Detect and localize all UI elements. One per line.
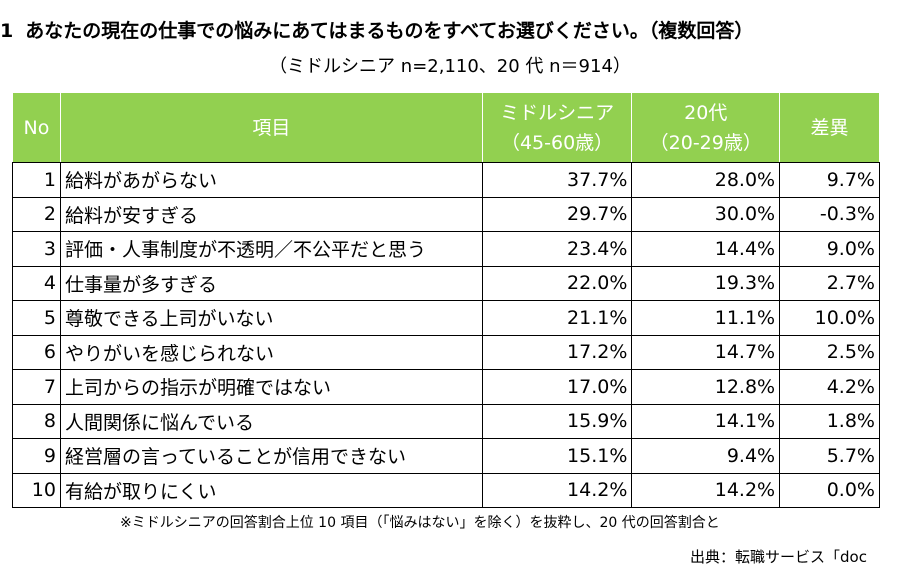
question-text: あなたの現在の仕事での悩みにあてはまるものをすべてお選びください。（複数回答） [25, 20, 754, 42]
value-cell: 21.1% [481, 300, 633, 336]
row-number: 5 [12, 300, 61, 336]
value-cell: 14.2% [481, 472, 633, 508]
value-cell: 2.5% [779, 334, 880, 370]
item-cell: 仕事量が多すぎる [59, 265, 483, 301]
item-cell: やりがいを感じられない [59, 334, 483, 370]
value-cell: 14.2% [631, 472, 781, 508]
header-line: 20代 [684, 101, 728, 124]
header-row: No 項目 ミドルシニア （45-60歳） 20代 （20-29歳） 差異 [12, 92, 880, 163]
source: 出典：転職サービス「doc [690, 548, 867, 566]
item-cell: 経営層の言っていることが信用できない [59, 438, 483, 474]
question-number: 1 [0, 20, 14, 42]
value-cell: 22.0% [481, 265, 633, 301]
item-cell: 給料があがらない [59, 162, 483, 198]
header-line: （45-60歳） [500, 131, 614, 154]
title: 1 あなたの現在の仕事での悩みにあてはまるものをすべてお選びください。（複数回答） [0, 16, 765, 43]
row-number: 2 [12, 196, 61, 232]
column-header: ミドルシニア （45-60歳） [481, 92, 633, 163]
row-number: 10 [12, 472, 61, 508]
value-cell: 9.0% [779, 231, 880, 267]
item-cell: 有給が取りにくい [59, 472, 483, 508]
table-row: 1 給料があがらない 37.7% 28.0% 9.7% [12, 162, 880, 198]
row-number: 9 [12, 438, 61, 474]
column-header: 項目 [59, 92, 483, 163]
value-cell: 29.7% [481, 196, 633, 232]
row-number: 3 [12, 231, 61, 267]
subtitle: （ミドルシニア n=2,110、20 代 n＝914） [269, 56, 631, 77]
column-header: 20代 （20-29歳） [631, 92, 781, 163]
value-cell: 15.1% [481, 438, 633, 474]
table-row: 8 人間関係に悩んでいる 15.9% 14.1% 1.8% [12, 403, 880, 439]
value-cell: 17.0% [481, 369, 633, 405]
row-number: 6 [12, 334, 61, 370]
row-number: 7 [12, 369, 61, 405]
table-row: 7 上司からの指示が明確ではない 17.0% 12.8% 4.2% [12, 369, 880, 405]
value-cell: 19.3% [631, 265, 781, 301]
value-cell: 1.8% [779, 403, 880, 439]
value-cell: 14.1% [631, 403, 781, 439]
header-line: 差異 [810, 116, 849, 139]
value-cell: 30.0% [631, 196, 781, 232]
value-cell: 10.0% [779, 300, 880, 336]
item-cell: 上司からの指示が明確ではない [59, 369, 483, 405]
value-cell: 15.9% [481, 403, 633, 439]
item-cell: 人間関係に悩んでいる [59, 403, 483, 439]
table-row: 10 有給が取りにくい 14.2% 14.2% 0.0% [12, 472, 880, 508]
value-cell: 0.0% [779, 472, 880, 508]
table-row: 6 やりがいを感じられない 17.2% 14.7% 2.5% [12, 334, 880, 370]
table-row: 5 尊敬できる上司がいない 21.1% 11.1% 10.0% [12, 300, 880, 336]
value-cell: -0.3% [779, 196, 880, 232]
value-cell: 37.7% [481, 162, 633, 198]
row-number: 4 [12, 265, 61, 301]
value-cell: 14.7% [631, 334, 781, 370]
row-number: 1 [12, 162, 61, 198]
item-cell: 給料が安すぎる [59, 196, 483, 232]
column-header: No [12, 92, 61, 163]
item-cell: 評価・人事制度が不透明／不公平だと思う [59, 231, 483, 267]
value-cell: 2.7% [779, 265, 880, 301]
header-line: ミドルシニア [500, 101, 615, 124]
footnote: ※ミドルシニアの回答割合上位 10 項目（「悩みはない」を除く）を抜粋し、20 … [120, 515, 720, 531]
value-cell: 9.7% [779, 162, 880, 198]
header-line: 項目 [252, 116, 291, 139]
table-row: 3 評価・人事制度が不透明／不公平だと思う 23.4% 14.4% 9.0% [12, 231, 880, 267]
value-cell: 9.4% [631, 438, 781, 474]
results-table: No 項目 ミドルシニア （45-60歳） 20代 （20-29歳） 差異 1 給料があがらな… [12, 92, 880, 508]
value-cell: 5.7% [779, 438, 880, 474]
column-header: 差異 [779, 92, 880, 163]
value-cell: 4.2% [779, 369, 880, 405]
value-cell: 23.4% [481, 231, 633, 267]
header-line: （20-29歳） [649, 131, 762, 154]
item-cell: 尊敬できる上司がいない [59, 300, 483, 336]
value-cell: 11.1% [631, 300, 781, 336]
value-cell: 14.4% [631, 231, 781, 267]
value-cell: 12.8% [631, 369, 781, 405]
header-line: No [23, 116, 50, 139]
row-number: 8 [12, 403, 61, 439]
value-cell: 17.2% [481, 334, 633, 370]
value-cell: 28.0% [631, 162, 781, 198]
table-row: 9 経営層の言っていることが信用できない 15.1% 9.4% 5.7% [12, 438, 880, 474]
table-row: 2 給料が安すぎる 29.7% 30.0% -0.3% [12, 196, 880, 232]
table-row: 4 仕事量が多すぎる 22.0% 19.3% 2.7% [12, 265, 880, 301]
